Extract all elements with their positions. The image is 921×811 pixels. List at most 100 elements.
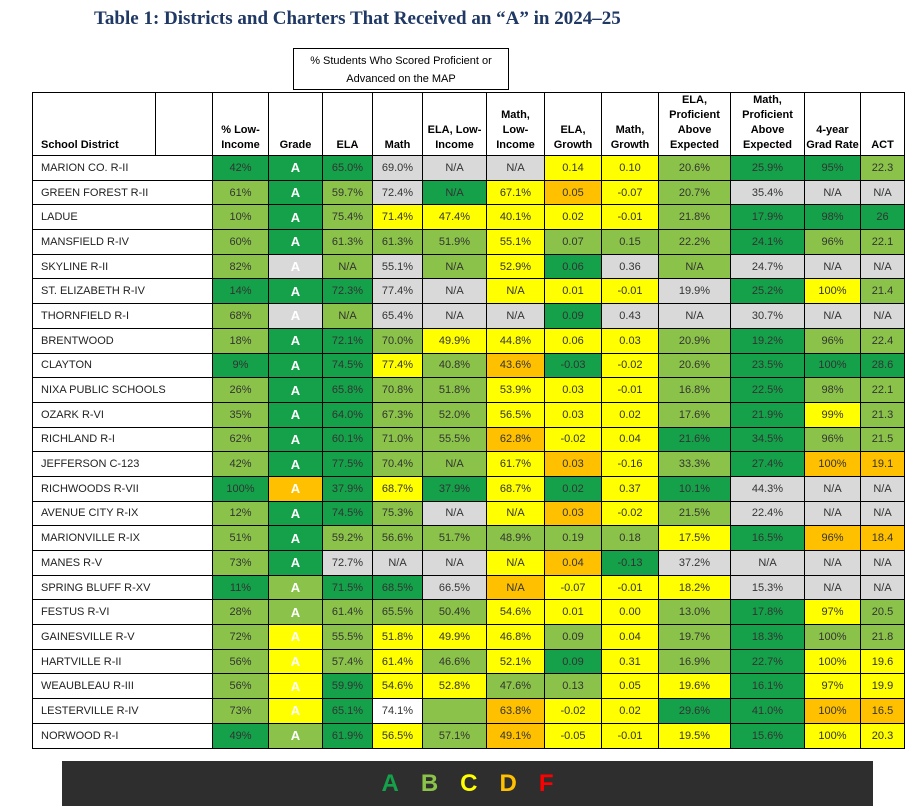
district-name-cell: BRENTWOOD [32, 327, 213, 354]
ela-cell: 74.5% [322, 352, 373, 379]
math-prof-above-expected-cell: 23.5% [730, 352, 805, 379]
ela-prof-above-expected-cell: 22.2% [658, 229, 731, 255]
math-low-income-cell: 47.6% [486, 673, 545, 700]
math-growth-cell: -0.07 [601, 179, 659, 206]
district-name-cell: ST. ELIZABETH R-IV [32, 278, 213, 305]
col-header-ela: ELA [322, 92, 373, 156]
math-prof-above-expected-cell: 16.5% [730, 525, 805, 551]
math-prof-above-expected-cell: 15.3% [730, 574, 805, 601]
table-row: OZARK R-VI 35% A 64.0% 67.3% 52.0% 56.5% 0.03 0.… [32, 401, 905, 428]
act-cell: 21.8 [860, 624, 905, 650]
math-growth-cell: -0.01 [601, 204, 659, 231]
math-low-income-cell: N/A [486, 155, 545, 181]
ela-low-income-cell: N/A [422, 451, 487, 477]
ela-low-income-cell: N/A [422, 550, 487, 576]
grade-cell: A [268, 327, 323, 354]
ela-low-income-cell: N/A [422, 278, 487, 305]
ela-low-income-cell: 47.4% [422, 204, 487, 231]
ela-growth-cell: 0.02 [544, 475, 602, 502]
ela-prof-above-expected-cell: N/A [658, 253, 731, 280]
table-row: MANSFIELD R-IV 60% A 61.3% 61.3% 51.9% 55.1% 0.… [32, 229, 905, 255]
table-row: JEFFERSON C-123 42% A 77.5% 70.4% N/A 61.7% 0.0… [32, 451, 905, 477]
math-cell: 51.8% [372, 624, 423, 650]
math-growth-cell: -0.01 [601, 278, 659, 305]
ela-growth-cell: 0.09 [544, 303, 602, 329]
math-growth-cell: 0.36 [601, 253, 659, 280]
math-low-income-cell: N/A [486, 303, 545, 329]
ela-growth-cell: 0.04 [544, 550, 602, 576]
math-growth-cell: -0.02 [601, 500, 659, 527]
grad-rate-cell: 100% [804, 648, 861, 675]
act-cell: 22.1 [860, 377, 905, 403]
math-low-income-cell: 63.8% [486, 698, 545, 724]
low-income-cell: 68% [212, 303, 269, 329]
table-row: RICHLAND R-I 62% A 60.1% 71.0% 55.5% 62.8% -0.0… [32, 426, 905, 453]
math-growth-cell: 0.43 [601, 303, 659, 329]
col-header-blank [155, 92, 213, 156]
ela-cell: 65.8% [322, 377, 373, 403]
ela-cell: 37.9% [322, 475, 373, 502]
act-cell: 21.5 [860, 426, 905, 453]
low-income-cell: 60% [212, 229, 269, 255]
math-growth-cell: -0.13 [601, 550, 659, 576]
legend-grade-a: A [381, 770, 399, 797]
ela-low-income-cell: 66.5% [422, 574, 487, 601]
col-header-grade: Grade [268, 92, 323, 156]
math-prof-above-expected-cell: 30.7% [730, 303, 805, 329]
low-income-cell: 35% [212, 401, 269, 428]
table-row: ST. ELIZABETH R-IV 14% A 72.3% 77.4% N/A N/A 0.… [32, 278, 905, 305]
district-name-cell: HARTVILLE R-II [32, 648, 213, 675]
math-prof-above-expected-cell: 16.1% [730, 673, 805, 700]
math-growth-cell: 0.02 [601, 698, 659, 724]
math-prof-above-expected-cell: 21.9% [730, 401, 805, 428]
ela-growth-cell: 0.03 [544, 451, 602, 477]
ela-growth-cell: 0.06 [544, 253, 602, 280]
act-cell: 19.9 [860, 673, 905, 700]
table-row: MARIONVILLE R-IX 51% A 59.2% 56.6% 51.7% 48.9%… [32, 525, 905, 551]
low-income-cell: 51% [212, 525, 269, 551]
low-income-cell: 11% [212, 574, 269, 601]
math-low-income-cell: 54.6% [486, 599, 545, 626]
math-low-income-cell: 52.1% [486, 648, 545, 675]
ela-prof-above-expected-cell: 16.8% [658, 377, 731, 403]
math-low-income-cell: 53.9% [486, 377, 545, 403]
ela-cell: 59.9% [322, 673, 373, 700]
table-row: SPRING BLUFF R-XV 11% A 71.5% 68.5% 66.5% N/A -… [32, 574, 905, 601]
table-row: LESTERVILLE R-IV 73% A 65.1% 74.1% 63.8% -0.02… [32, 698, 905, 724]
table-row: GREEN FOREST R-II 61% A 59.7% 72.4% N/A 67.1% 0… [32, 179, 905, 206]
district-name-cell: AVENUE CITY R-IX [32, 500, 213, 527]
math-low-income-cell: 43.6% [486, 352, 545, 379]
act-cell: N/A [860, 574, 905, 601]
grad-rate-cell: 97% [804, 673, 861, 700]
math-growth-cell: -0.01 [601, 574, 659, 601]
math-cell: 77.4% [372, 352, 423, 379]
grad-rate-cell: N/A [804, 574, 861, 601]
math-cell: 71.4% [372, 204, 423, 231]
district-name-cell: CLAYTON [32, 352, 213, 379]
grade-cell: A [268, 352, 323, 379]
act-cell: 28.6 [860, 352, 905, 379]
ela-low-income-cell: 57.1% [422, 722, 487, 749]
grad-rate-cell: N/A [804, 303, 861, 329]
ela-low-income-cell: 46.6% [422, 648, 487, 675]
low-income-cell: 18% [212, 327, 269, 354]
ela-prof-above-expected-cell: 20.6% [658, 352, 731, 379]
grad-rate-cell: 100% [804, 278, 861, 305]
ela-low-income-cell: N/A [422, 253, 487, 280]
act-cell: 21.3 [860, 401, 905, 428]
district-name-cell: MARIONVILLE R-IX [32, 525, 213, 551]
ela-cell: 77.5% [322, 451, 373, 477]
act-cell: N/A [860, 253, 905, 280]
grad-rate-cell: 96% [804, 525, 861, 551]
act-cell: 22.3 [860, 155, 905, 181]
table-row: MANES R-V 73% A 72.7% N/A N/A N/A 0.04 -0.13 37.2… [32, 550, 905, 576]
ela-growth-cell: -0.02 [544, 426, 602, 453]
ela-cell: 71.5% [322, 574, 373, 601]
math-low-income-cell: 49.1% [486, 722, 545, 749]
math-growth-cell: 0.03 [601, 327, 659, 354]
math-low-income-cell: N/A [486, 500, 545, 527]
table-row: THORNFIELD R-I 68% A N/A 65.4% N/A N/A 0.09 0.43… [32, 303, 905, 329]
col-header-school-district: School District [32, 92, 156, 156]
math-cell: 75.3% [372, 500, 423, 527]
math-low-income-cell: 52.9% [486, 253, 545, 280]
